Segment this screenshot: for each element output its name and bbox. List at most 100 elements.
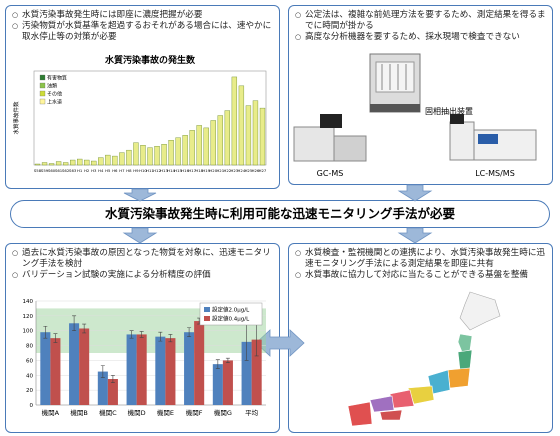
- legend-label: 上水道: [47, 99, 62, 106]
- bar: [238, 85, 245, 166]
- bar: [77, 158, 83, 166]
- bar: [182, 135, 188, 166]
- x-tick-label: S61: [55, 168, 63, 173]
- bar: [79, 328, 90, 405]
- bar: [155, 336, 166, 405]
- bar: [165, 338, 176, 405]
- x-tick-label: H21: [216, 168, 224, 173]
- bar: [98, 157, 104, 166]
- error-bar: [168, 334, 173, 343]
- panel-bottom-right: 水質検査・監視機関との連携により、水質汚染事故発生時に迅速モニタリング手法による…: [288, 243, 553, 433]
- bar: [140, 145, 146, 166]
- bar: [184, 332, 195, 405]
- x-tick-label: H11: [146, 168, 154, 173]
- japan-map: [347, 291, 501, 427]
- bullet: 高度な分析機器を要するため、採水現場で検査できない: [295, 32, 546, 43]
- legend-swatch: [39, 90, 46, 97]
- x-tick-label: H5: [105, 168, 111, 173]
- error-bar: [100, 365, 105, 378]
- bar: [112, 155, 118, 166]
- x-tick-label: S58: [34, 168, 42, 173]
- error-bar: [139, 331, 144, 338]
- bar: [210, 120, 216, 166]
- bar: [70, 159, 76, 166]
- x-tick-label: H13: [160, 168, 168, 173]
- x-tick-label: 機関B: [70, 408, 87, 417]
- x-tick-label: H1: [77, 168, 83, 173]
- bar: [34, 163, 41, 166]
- bullet: 水質汚染事故発生時には即座に濃度把握が必要: [12, 10, 273, 21]
- bar: [48, 163, 55, 166]
- x-tick-label: H7: [119, 168, 125, 173]
- legend-swatch: [204, 307, 210, 312]
- x-tick-label: H17: [188, 168, 196, 173]
- instrument-images: 固相抽出装置 GC-MS LC-MS/MS: [293, 53, 537, 178]
- arrow-down: [397, 184, 433, 202]
- legend-label: 有害物質: [47, 75, 67, 82]
- x-tick-label: H26: [252, 168, 260, 173]
- bar: [222, 360, 233, 405]
- legend-swatch: [39, 82, 46, 89]
- bullet: 水質検査・監視機関との連携により、水質汚染事故発生時に迅速モニタリング手法による…: [295, 248, 546, 270]
- x-tick-label: S62: [62, 168, 70, 173]
- bar: [212, 364, 223, 405]
- bullet: 水質事故に協力して対応に当たることができる基盤を整備: [295, 270, 546, 281]
- x-tick-label: 機関A: [42, 408, 60, 417]
- legend-label: 設定値2.0μg/L: [212, 306, 250, 314]
- x-tick-label: S63: [69, 168, 77, 173]
- bar: [194, 321, 205, 405]
- error-bar: [43, 325, 48, 339]
- label-spe: 固相抽出装置: [425, 106, 473, 116]
- bar: [126, 149, 132, 166]
- bullet: 汚染物質が水質基準を超過するおそれがある場合には、速やかに取水停止等の対策が必要: [12, 21, 273, 43]
- spe-device: [369, 53, 421, 113]
- bullet: バリデーション試験の実施による分析精度の評価: [12, 270, 273, 281]
- x-tick-label: H3: [91, 168, 97, 173]
- bar: [217, 115, 223, 166]
- y-tick-label: 60: [26, 358, 33, 364]
- bullet: 過去に水質汚染事故の原因となった物質を対象に、迅速モニタリング手法を検討: [12, 248, 273, 270]
- y-tick-label: 0: [30, 403, 34, 409]
- bar: [189, 130, 195, 166]
- x-tick-label: H18: [195, 168, 203, 173]
- y-tick-label: 80: [26, 344, 33, 350]
- legend-box: [199, 302, 263, 326]
- legend-label: 油類: [47, 83, 57, 90]
- bar: [136, 334, 147, 405]
- bar: [107, 379, 118, 405]
- x-tick-label: H23: [231, 168, 239, 173]
- bar: [119, 152, 125, 166]
- chart-title: 水質汚染事故の発生数: [105, 54, 196, 66]
- bar: [196, 125, 202, 166]
- x-tick-label: H27: [259, 168, 267, 173]
- x-tick-label: S60: [48, 168, 56, 173]
- bar: [175, 137, 181, 166]
- bar: [55, 161, 62, 166]
- bar: [168, 140, 174, 166]
- bar: [245, 105, 252, 166]
- error-bar: [72, 315, 77, 332]
- error-bar: [215, 359, 220, 369]
- chart-validation: 0 20 40 60 80 100 120 140 機関A 機関B 機関C 機関D 機関E 機関F 機関G 平…: [23, 299, 266, 417]
- x-tick-label: H6: [112, 168, 118, 173]
- bar: [97, 371, 108, 405]
- arrow-down: [122, 227, 158, 244]
- bar: [126, 334, 137, 405]
- x-tick-label: H2: [84, 168, 90, 173]
- bar: [147, 147, 153, 166]
- error-bar: [129, 330, 134, 339]
- bar: [69, 323, 80, 405]
- banner: 水質汚染事故発生時に利用可能な迅速モニタリング手法が必要: [10, 200, 550, 228]
- label-gcms: GC-MS: [317, 169, 344, 178]
- bar: [133, 142, 139, 166]
- bar: [259, 107, 266, 166]
- x-tick-label: 機関G: [214, 408, 232, 417]
- bar: [41, 162, 48, 166]
- legend-swatch: [39, 74, 46, 81]
- x-tick-label: H15: [174, 168, 182, 173]
- bar: [224, 110, 230, 166]
- bar: [241, 341, 252, 405]
- x-tick-label: 機関D: [128, 408, 146, 417]
